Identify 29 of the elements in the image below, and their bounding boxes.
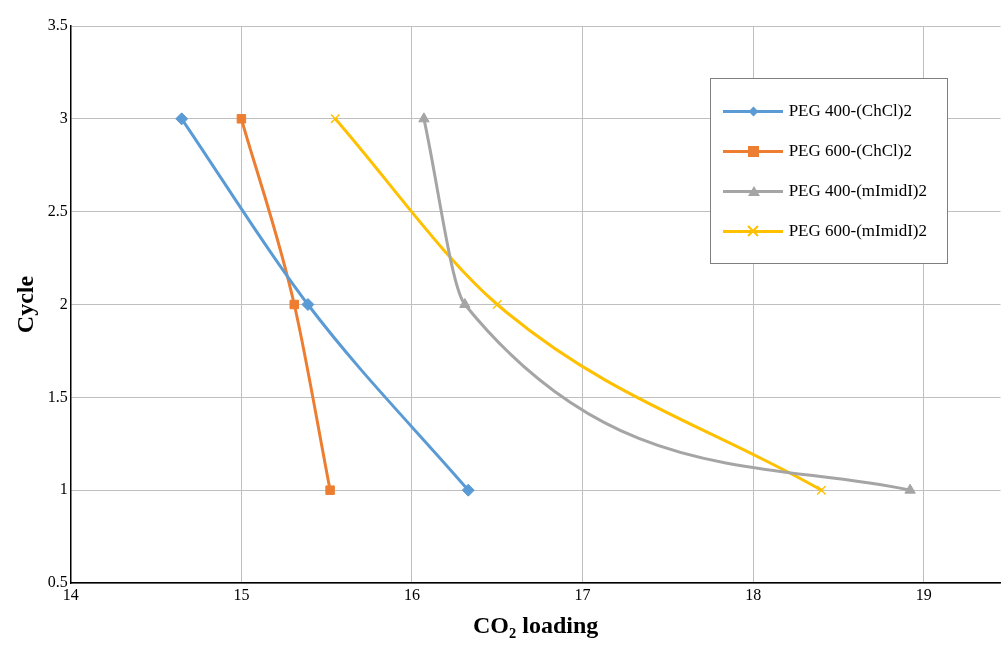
x-tick-label: 19	[915, 585, 932, 603]
x-tick-label: 17	[574, 585, 591, 603]
legend-label: PEG 400-(ChCl)2	[788, 101, 912, 121]
point	[816, 485, 827, 496]
y-tick-label: 1.5	[47, 387, 68, 405]
point	[459, 298, 471, 308]
point	[461, 483, 475, 497]
point	[289, 299, 300, 310]
y-tick-label: 2	[59, 294, 68, 312]
point	[418, 112, 430, 123]
point	[301, 298, 315, 311]
legend-label: PEG 600-(ChCl)2	[788, 141, 912, 161]
y-tick-label: 3.5	[47, 16, 68, 34]
y-tick-label: 3	[59, 109, 68, 127]
x-tick-label: 15	[233, 585, 250, 603]
point	[492, 299, 503, 310]
point	[904, 483, 916, 494]
y-tick-label: 1	[59, 480, 68, 498]
legend-label: PEG 600-(mImidI)2	[788, 221, 927, 241]
point	[175, 112, 189, 126]
y-axis-title: Cycle	[11, 275, 38, 334]
x-axis-title: CO₂ loading	[473, 611, 599, 638]
point	[236, 114, 247, 124]
point	[325, 485, 335, 495]
x-tick-label: 18	[745, 585, 762, 603]
y-tick-label: 2.5	[47, 201, 68, 219]
legend-label: PEG 400-(mImidI)2	[788, 181, 927, 201]
point	[330, 113, 341, 124]
x-tick-label: 16	[403, 585, 420, 603]
